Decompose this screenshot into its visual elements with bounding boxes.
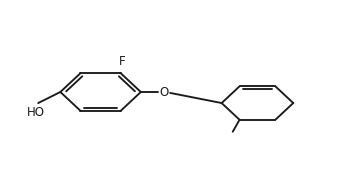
Text: O: O [159,86,169,98]
Text: HO: HO [27,106,44,119]
Text: F: F [119,55,126,68]
